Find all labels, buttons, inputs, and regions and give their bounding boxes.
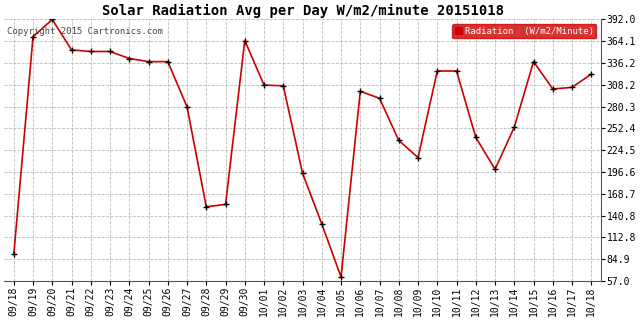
Text: Copyright 2015 Cartronics.com: Copyright 2015 Cartronics.com [7,27,163,36]
Legend: Radiation  (W/m2/Minute): Radiation (W/m2/Minute) [452,24,596,38]
Title: Solar Radiation Avg per Day W/m2/minute 20151018: Solar Radiation Avg per Day W/m2/minute … [102,4,504,18]
